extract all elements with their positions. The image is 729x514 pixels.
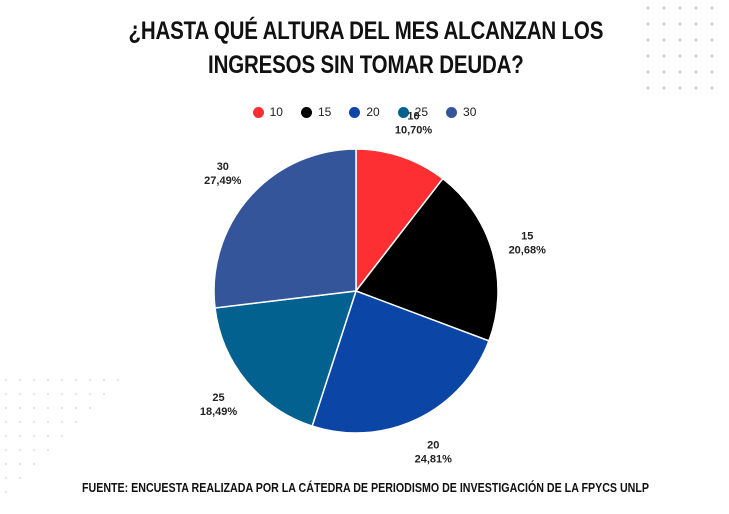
- title-line-1: ¿HASTA QUÉ ALTURA DEL MES ALCANZAN LOS: [128, 17, 604, 45]
- slice-percent-label: 18,49%: [200, 406, 238, 418]
- slice-category-label: 15: [521, 230, 533, 242]
- legend-swatch: [446, 106, 458, 118]
- legend-item: 30: [446, 105, 476, 119]
- legend-swatch: [300, 106, 312, 118]
- slice-category-label: 30: [217, 161, 229, 173]
- legend-swatch: [252, 106, 264, 118]
- legend-swatch: [397, 106, 409, 118]
- slice-percent-label: 27,49%: [204, 175, 242, 187]
- pie-slice-10: [355, 148, 444, 294]
- source-footnote: FUENTE: ENCUESTA REALIZADA POR LA CÁTEDR…: [82, 480, 649, 495]
- legend-label: 30: [463, 105, 477, 119]
- pie-slice-15: [354, 177, 499, 342]
- legend-item: 20: [349, 105, 380, 119]
- slice-category-label: 10: [407, 111, 419, 123]
- legend-item: 25: [397, 105, 429, 119]
- legend-swatch: [349, 106, 361, 118]
- slice-category-label: 20: [427, 439, 439, 451]
- pie-slice-20: [311, 290, 490, 434]
- slice-percent-label: 10,70%: [395, 125, 433, 137]
- slice-percent-label: 24,81%: [415, 453, 453, 465]
- legend-label: 20: [366, 105, 380, 119]
- chart-title: ¿HASTA QUÉ ALTURA DEL MES ALCANZAN LOS I…: [67, 14, 665, 82]
- legend-label: 10: [269, 105, 283, 119]
- legend-label: 15: [317, 105, 332, 119]
- title-line-2: INGRESOS SIN TOMAR DEUDA?: [208, 51, 524, 79]
- pie-slice-30: [213, 148, 357, 309]
- slice-percent-label: 20,68%: [509, 244, 547, 256]
- slice-category-label: 25: [212, 392, 224, 404]
- chart-legend: 10 15 20 25 30: [0, 105, 729, 119]
- legend-label: 25: [414, 105, 429, 119]
- legend-item: 15: [300, 105, 332, 119]
- pie-slice-25: [214, 290, 358, 428]
- legend-item: 10: [252, 105, 283, 119]
